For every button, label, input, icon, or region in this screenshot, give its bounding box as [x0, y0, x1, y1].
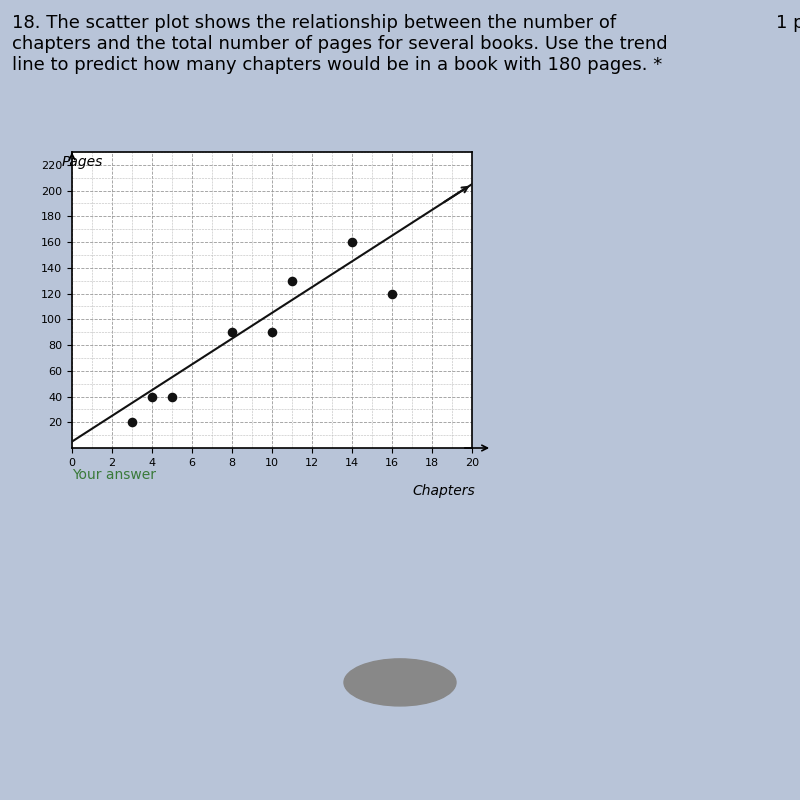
- Point: [146, 390, 158, 403]
- Text: Your answer: Your answer: [72, 468, 156, 482]
- Text: 1 po: 1 po: [776, 14, 800, 32]
- Point: [166, 390, 178, 403]
- Text: 18. The scatter plot shows the relationship between the number of
chapters and t: 18. The scatter plot shows the relations…: [12, 14, 668, 74]
- Point: [266, 326, 278, 338]
- Text: Chapters: Chapters: [412, 484, 474, 498]
- Point: [226, 326, 238, 338]
- Point: [386, 287, 398, 300]
- Point: [286, 274, 298, 287]
- Text: Pages: Pages: [62, 154, 103, 169]
- Point: [126, 416, 138, 429]
- Circle shape: [344, 659, 456, 706]
- Point: [346, 236, 358, 249]
